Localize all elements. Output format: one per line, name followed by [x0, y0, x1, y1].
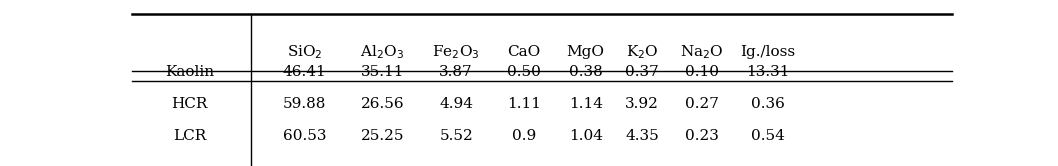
Text: 0.38: 0.38	[569, 65, 603, 79]
Text: MgO: MgO	[567, 45, 605, 59]
Text: K$_2$O: K$_2$O	[626, 43, 658, 61]
Text: 3.87: 3.87	[439, 65, 473, 79]
Text: 1.11: 1.11	[507, 97, 542, 111]
Text: 0.54: 0.54	[751, 129, 785, 143]
Text: Al$_2$O$_3$: Al$_2$O$_3$	[361, 43, 404, 61]
Text: Kaolin: Kaolin	[165, 65, 214, 79]
Text: 59.88: 59.88	[282, 97, 326, 111]
Text: 4.94: 4.94	[439, 97, 473, 111]
Text: 0.9: 0.9	[512, 129, 536, 143]
Text: 0.37: 0.37	[625, 65, 659, 79]
Text: Na$_2$O: Na$_2$O	[680, 43, 724, 61]
Text: 1.04: 1.04	[569, 129, 603, 143]
Text: 3.92: 3.92	[625, 97, 659, 111]
Text: 46.41: 46.41	[282, 65, 326, 79]
Text: CaO: CaO	[508, 45, 541, 59]
Text: 4.35: 4.35	[625, 129, 659, 143]
Text: HCR: HCR	[171, 97, 207, 111]
Text: 0.27: 0.27	[686, 97, 719, 111]
Text: 0.10: 0.10	[686, 65, 719, 79]
Text: 5.52: 5.52	[439, 129, 473, 143]
Text: LCR: LCR	[174, 129, 206, 143]
Text: 35.11: 35.11	[361, 65, 404, 79]
Text: 60.53: 60.53	[282, 129, 326, 143]
Text: 25.25: 25.25	[361, 129, 404, 143]
Text: Ig./loss: Ig./loss	[741, 45, 796, 59]
Text: 1.14: 1.14	[569, 97, 603, 111]
Text: 26.56: 26.56	[361, 97, 404, 111]
Text: 0.23: 0.23	[686, 129, 719, 143]
Text: SiO$_2$: SiO$_2$	[287, 43, 323, 61]
Text: Fe$_2$O$_3$: Fe$_2$O$_3$	[433, 43, 480, 61]
Text: 13.31: 13.31	[746, 65, 789, 79]
Text: 0.50: 0.50	[507, 65, 541, 79]
Text: 0.36: 0.36	[751, 97, 785, 111]
